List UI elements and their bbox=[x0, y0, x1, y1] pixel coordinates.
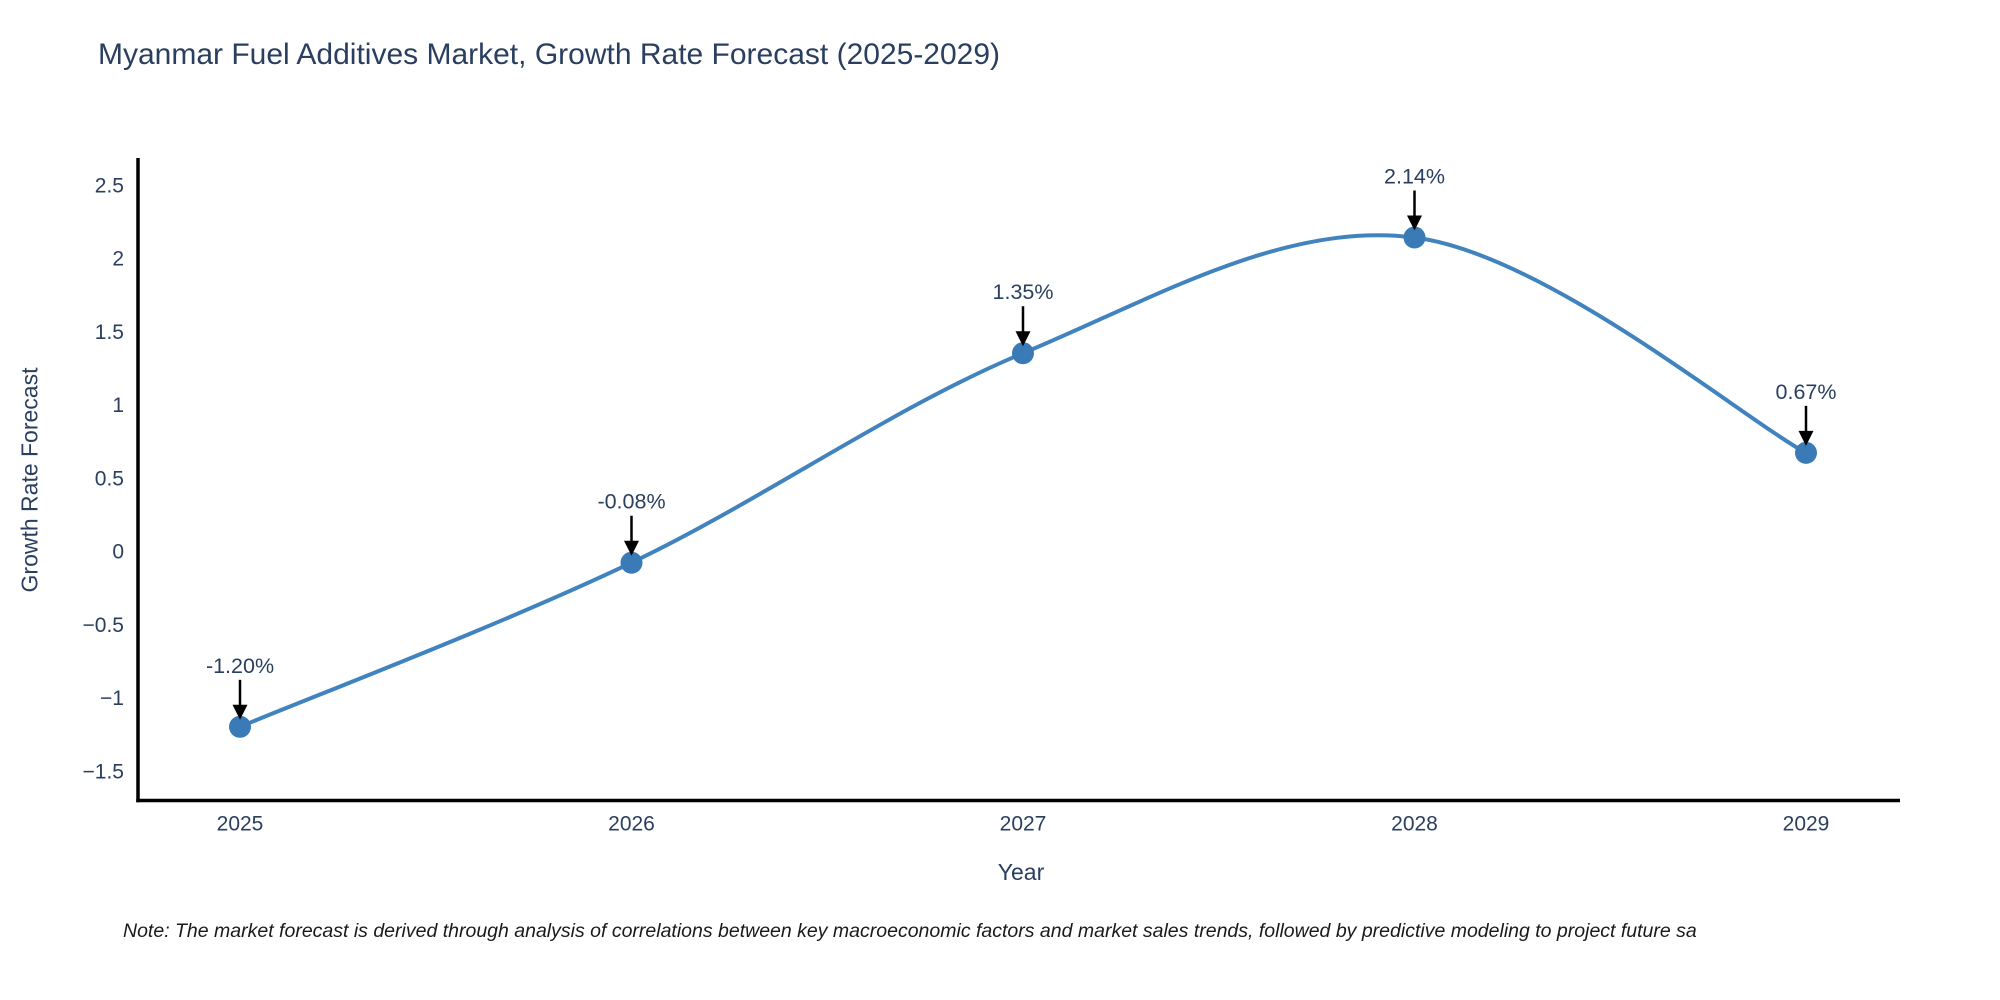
chart-footnote: Note: The market forecast is derived thr… bbox=[123, 920, 1697, 942]
y-tick-label: 0 bbox=[112, 541, 124, 564]
data-point-marker bbox=[229, 715, 251, 738]
data-point-marker bbox=[1795, 441, 1817, 464]
annotation-arrow-head bbox=[1407, 215, 1422, 231]
x-tick-label: 2027 bbox=[1000, 813, 1047, 836]
y-tick-label: −1 bbox=[100, 687, 124, 710]
y-tick-label: 2 bbox=[112, 248, 124, 271]
point-annotations: -1.20% -0.08% 1.35% 2.14% 0.67% bbox=[206, 164, 1837, 720]
y-tick-label: 0.5 bbox=[95, 467, 124, 490]
y-tick-label: −0.5 bbox=[83, 614, 124, 637]
annotation-arrow-head bbox=[232, 704, 248, 720]
data-point-markers bbox=[229, 226, 1817, 738]
x-tick-label: 2029 bbox=[1783, 813, 1830, 836]
annotation-arrow-head bbox=[624, 540, 639, 556]
x-tick-label: 2026 bbox=[608, 813, 655, 836]
annotation-arrow-head bbox=[1798, 430, 1814, 446]
x-tick-labels: 2025 2026 2027 2028 2029 bbox=[217, 813, 1830, 836]
point-annotation-label: -1.20% bbox=[206, 654, 274, 678]
x-axis-title: Year bbox=[997, 859, 1045, 885]
point-annotation-label: 0.67% bbox=[1776, 380, 1837, 404]
y-tick-label: 1.5 bbox=[95, 321, 124, 344]
data-point-marker bbox=[620, 551, 643, 574]
x-tick-label: 2028 bbox=[1391, 813, 1438, 836]
axes bbox=[136, 158, 1900, 803]
point-annotation-label: 1.35% bbox=[993, 280, 1054, 304]
x-tick-label: 2025 bbox=[217, 813, 264, 836]
annotation-arrow-head bbox=[1015, 331, 1031, 347]
data-point-marker bbox=[1403, 226, 1426, 249]
y-tick-labels: 2.5 2 1.5 1 0.5 0 −0.5 −1 −1.5 bbox=[83, 174, 124, 783]
point-annotation-label: 2.14% bbox=[1384, 164, 1445, 188]
chart-title: Myanmar Fuel Additives Market, Growth Ra… bbox=[98, 38, 1001, 71]
data-point-marker bbox=[1012, 342, 1034, 365]
y-tick-label: 1 bbox=[112, 394, 124, 417]
point-annotation-label: -0.08% bbox=[597, 490, 665, 514]
y-tick-label: −1.5 bbox=[83, 760, 124, 783]
y-tick-label: 2.5 bbox=[95, 174, 124, 197]
